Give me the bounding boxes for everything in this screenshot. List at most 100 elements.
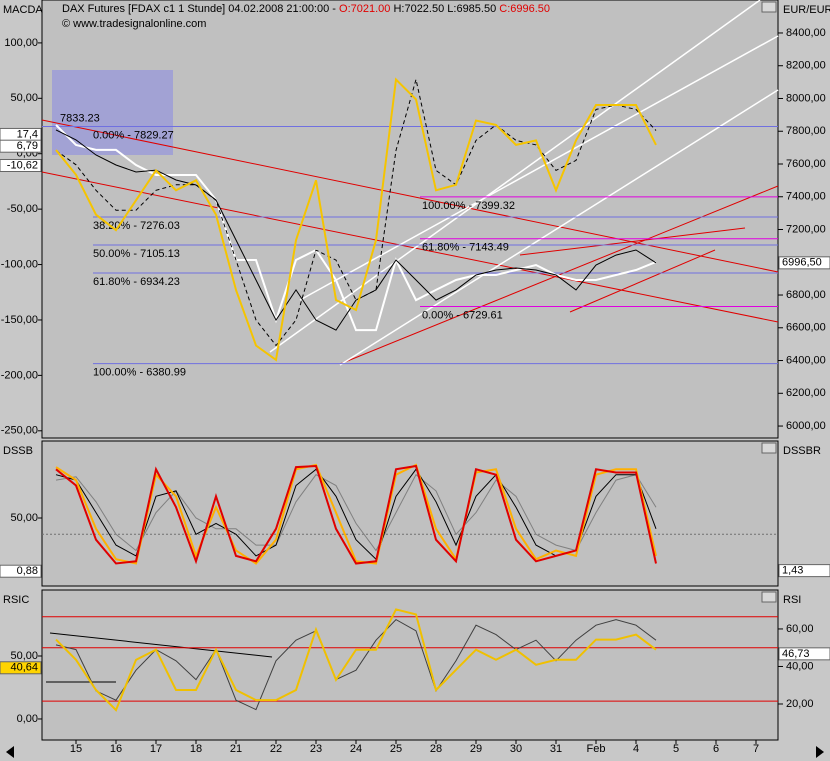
badge-label: 17,4 [17, 128, 38, 140]
y2-axis-title: RSI [783, 594, 801, 606]
value-badge: 6,79 [0, 139, 42, 153]
y2-tick-label: 7600,00 [786, 158, 826, 170]
value-badge: 1,43 [778, 564, 830, 578]
fib-label: 61.80% - 7143.49 [422, 242, 509, 254]
trend-line [41, 119, 779, 273]
y2-tick-label: 7200,00 [786, 223, 826, 235]
series-line [55, 79, 657, 347]
badge-box [778, 647, 830, 661]
y2-tick-label: 6000,00 [786, 420, 826, 432]
y-tick-label: -150,00 [1, 314, 38, 326]
fib-label: 0.00% - 6729.61 [422, 309, 503, 321]
panel-button[interactable] [761, 442, 777, 454]
x-tick-label: 17 [150, 743, 162, 755]
instrument: DAX Futures [FDAX c1 1 Stunde] 04.02.200… [62, 3, 336, 15]
trend-line [569, 249, 716, 313]
badge-box [0, 158, 42, 172]
badge-label: 40,64 [10, 662, 38, 674]
y2-tick-label: 7800,00 [786, 125, 826, 137]
x-tick-label: 6 [713, 743, 719, 755]
x-tick-label: 7 [753, 743, 759, 755]
badge-label: 46,73 [782, 648, 810, 660]
trend-line [519, 227, 746, 256]
badge-box [0, 139, 42, 153]
x-tick-label: 29 [470, 743, 482, 755]
y2-tick-label: 6400,00 [786, 354, 826, 366]
series-line [55, 463, 657, 565]
y2-tick-label: 8400,00 [786, 27, 826, 39]
x-tick-label: 16 [110, 743, 122, 755]
x-tick-label: 21 [230, 743, 242, 755]
y2-tick-label: 7400,00 [786, 191, 826, 203]
panel-title: MACDA [3, 4, 43, 16]
badge-label: -10,62 [7, 159, 38, 171]
value-badge: -10,62 [0, 158, 42, 172]
x-tick-label: 28 [430, 743, 442, 755]
y-tick-label: 0,00 [17, 713, 38, 725]
value-badge: 6996,50 [778, 256, 830, 270]
badge-label: 1,43 [782, 565, 803, 577]
scroll-right[interactable] [816, 746, 824, 758]
channel-line [339, 89, 779, 366]
high-low: H:7022.50 L:6985.50 [393, 3, 496, 15]
fib-label: 100.00% - 7399.32 [422, 200, 515, 212]
y2-axis-title: EUR/EUR [783, 4, 830, 16]
annotation: 7833.23 [60, 113, 100, 125]
y-tick-label: 50,00 [10, 650, 38, 662]
x-tick-label: Feb [587, 743, 606, 755]
fib-label: 0.00% - 7829.27 [93, 129, 174, 141]
source: © www.tradesignalonline.com [62, 18, 206, 30]
open: O:7021.00 [339, 3, 390, 15]
value-badge: 17,4 [0, 127, 42, 141]
fib-label: 50.00% - 7105.13 [93, 248, 180, 260]
scroll-left[interactable] [6, 746, 14, 758]
badge-box [778, 256, 830, 270]
x-tick-label: 31 [550, 743, 562, 755]
value-badge: 0,88 [0, 564, 42, 578]
series-line [55, 77, 657, 362]
y2-tick-label: 6800,00 [786, 289, 826, 301]
series-line [55, 473, 657, 552]
value-badge: 40,64 [0, 661, 42, 675]
badge-box [0, 564, 42, 578]
x-tick-label: 24 [350, 743, 362, 755]
dss-plot-frame [41, 440, 779, 587]
series-line [55, 608, 657, 712]
badge-label: 6,79 [17, 140, 38, 152]
panel-button[interactable] [761, 591, 777, 603]
x-tick-label: 30 [510, 743, 522, 755]
channel-line [269, 0, 761, 353]
y2-tick-label: 40,00 [786, 660, 814, 672]
channel-line [299, 35, 779, 301]
value-badge: 46,73 [778, 647, 830, 661]
panel-button[interactable] [761, 1, 777, 13]
y2-tick-label: 20,00 [786, 698, 814, 710]
panel-title: DSSB [3, 445, 33, 457]
fib-label: 100.00% - 6380.99 [93, 367, 186, 379]
y-tick-label: -100,00 [1, 258, 38, 270]
close: C:6996.50 [499, 3, 550, 15]
header: DAX Futures [FDAX c1 1 Stunde] 04.02.200… [62, 3, 550, 15]
trend-line [41, 171, 779, 323]
x-tick-label: 22 [270, 743, 282, 755]
badge-box [778, 564, 830, 578]
x-tick-label: 4 [633, 743, 639, 755]
y-tick-label: -250,00 [1, 425, 38, 437]
x-tick-label: 15 [70, 743, 82, 755]
y2-tick-label: 6600,00 [786, 322, 826, 334]
fib-label: 61.80% - 6934.23 [93, 276, 180, 288]
y2-axis-title: DSSBR [783, 445, 821, 457]
y2-tick-label: 60,00 [786, 623, 814, 635]
y2-tick-label: 8200,00 [786, 60, 826, 72]
y-tick-label: 50,00 [10, 92, 38, 104]
y-tick-label: 50,00 [10, 512, 38, 524]
x-tick-label: 25 [390, 743, 402, 755]
x-tick-label: 18 [190, 743, 202, 755]
badge-label: 6996,50 [782, 257, 822, 269]
badge-label: 0,88 [17, 565, 38, 577]
badge-box [0, 661, 42, 675]
y-tick-label: 100,00 [4, 37, 38, 49]
x-tick-label: 23 [310, 743, 322, 755]
